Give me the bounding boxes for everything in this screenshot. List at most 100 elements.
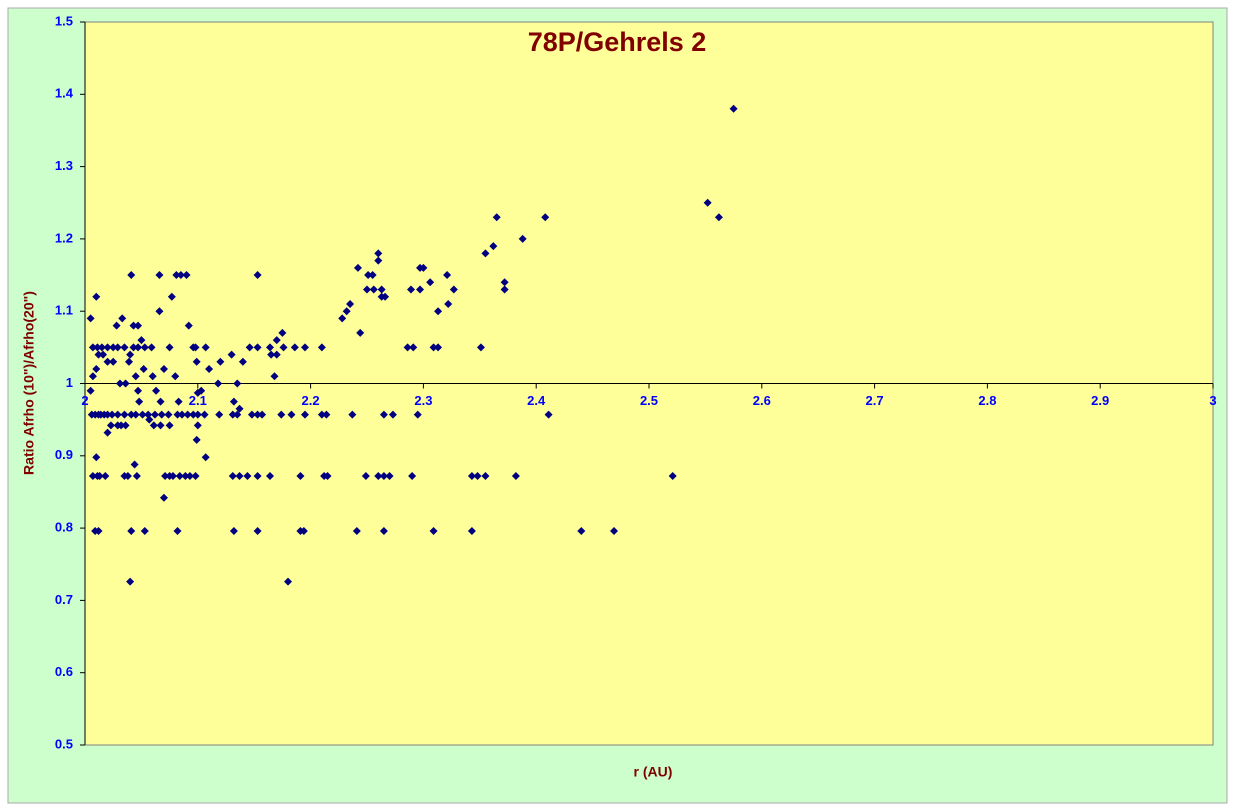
data-point (668, 472, 677, 481)
data-point (131, 372, 140, 381)
x-tick-label: 2.3 (414, 393, 432, 408)
data-point (148, 372, 157, 381)
data-point (183, 410, 192, 419)
data-point (120, 410, 129, 419)
data-point (215, 410, 224, 419)
y-tick-label: 1.5 (55, 13, 73, 28)
data-point (714, 213, 723, 222)
data-point (152, 386, 161, 395)
data-point (121, 379, 130, 388)
data-point (265, 343, 274, 352)
y-tick-label: 0.6 (55, 664, 73, 679)
data-point (299, 526, 308, 535)
data-point (429, 526, 438, 535)
data-point (500, 278, 509, 287)
data-point (134, 386, 143, 395)
data-point (253, 526, 262, 535)
data-point (147, 343, 156, 352)
data-point (99, 350, 108, 359)
data-point (364, 271, 373, 280)
data-point (229, 526, 238, 535)
data-point (150, 410, 159, 419)
data-point (323, 472, 332, 481)
data-point (126, 350, 135, 359)
data-point (201, 343, 210, 352)
data-point (192, 435, 201, 444)
data-point (181, 472, 190, 481)
data-point (165, 343, 174, 352)
data-point (197, 386, 206, 395)
y-tick-label: 1 (66, 375, 73, 390)
data-point (228, 410, 237, 419)
data-point (140, 526, 149, 535)
data-point (178, 410, 187, 419)
data-point (338, 314, 347, 323)
data-point (113, 343, 122, 352)
data-point (284, 577, 293, 586)
data-point (227, 350, 236, 359)
data-point (193, 421, 202, 430)
data-point (115, 379, 124, 388)
data-point (434, 343, 443, 352)
data-point (161, 472, 170, 481)
data-point (200, 410, 209, 419)
data-point (361, 472, 370, 481)
data-point (171, 372, 180, 381)
data-point (729, 104, 738, 113)
data-point (86, 386, 95, 395)
data-point (120, 343, 129, 352)
data-point (94, 526, 103, 535)
data-point (267, 350, 276, 359)
data-point (429, 343, 438, 352)
data-point (379, 472, 388, 481)
data-point (287, 410, 296, 419)
data-point (518, 234, 527, 243)
data-point (86, 314, 95, 323)
data-point (379, 526, 388, 535)
data-point (481, 472, 490, 481)
data-point (245, 343, 254, 352)
x-tick-label: 2.4 (527, 393, 546, 408)
y-tick-label: 1.3 (55, 158, 73, 173)
x-tick-label: 2 (81, 393, 88, 408)
data-point (544, 410, 553, 419)
data-point (103, 428, 112, 437)
data-point (272, 350, 281, 359)
data-point (138, 410, 147, 419)
data-point (88, 372, 97, 381)
data-point (205, 365, 214, 374)
x-tick-label: 2.7 (866, 393, 884, 408)
x-axis-title: r (AU) (634, 764, 673, 780)
x-tick-label: 2.6 (753, 393, 771, 408)
data-point (191, 472, 200, 481)
data-point (363, 285, 371, 294)
data-point (467, 526, 476, 535)
data-point (346, 299, 355, 308)
data-point (500, 285, 509, 294)
data-point (123, 472, 132, 481)
data-point (409, 343, 418, 352)
data-point (113, 410, 122, 419)
data-point (300, 410, 309, 419)
data-point (277, 410, 286, 419)
data-point (235, 472, 244, 481)
x-tick-label: 2.5 (640, 393, 658, 408)
data-point (172, 271, 181, 280)
data-point (374, 256, 383, 265)
data-point (155, 271, 164, 280)
y-tick-label: 1.2 (55, 230, 73, 245)
data-point (134, 321, 143, 330)
data-point (113, 421, 122, 430)
y-tick-label: 0.7 (55, 592, 73, 607)
data-point (168, 472, 177, 481)
data-point (165, 421, 174, 430)
data-point (233, 379, 242, 388)
data-point (444, 299, 453, 308)
data-point (443, 271, 452, 280)
data-point (103, 343, 112, 352)
data-point (139, 365, 148, 374)
chart-title: 78P/Gehrels 2 (528, 27, 707, 57)
data-point (406, 285, 415, 294)
data-point (127, 271, 136, 280)
data-point (489, 242, 498, 251)
